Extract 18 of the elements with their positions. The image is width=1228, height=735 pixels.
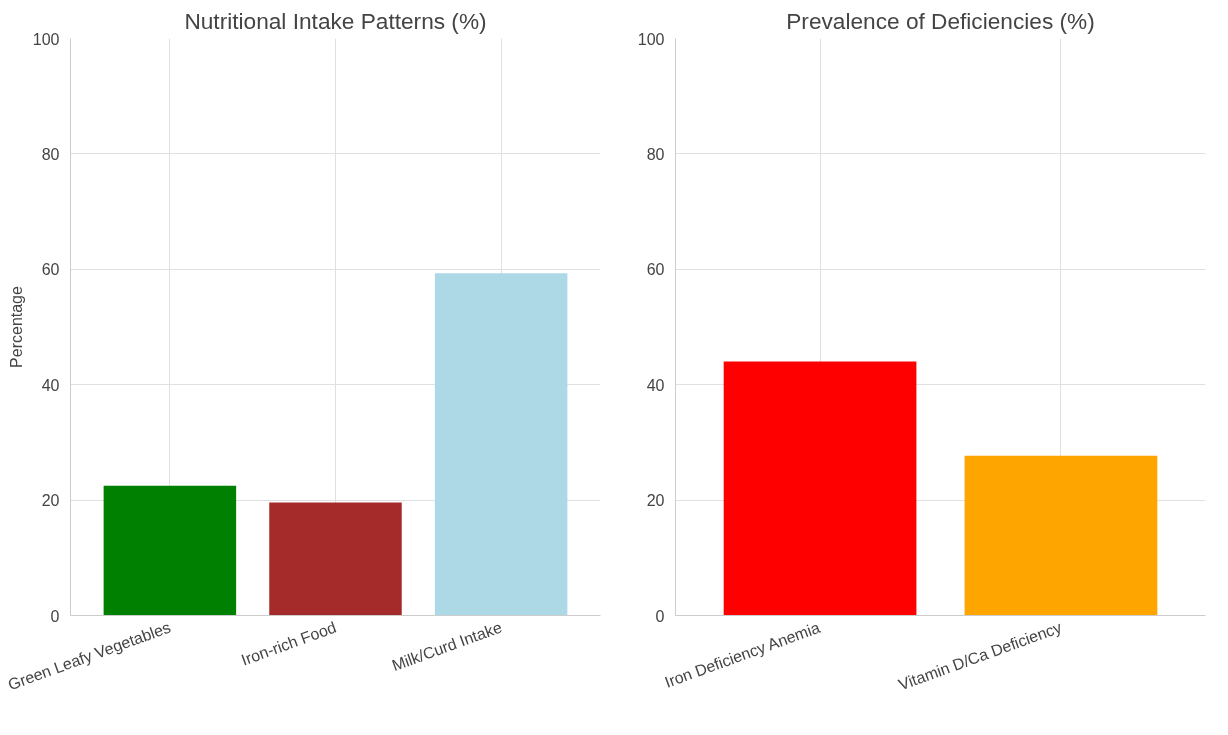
y-axis-title: Percentage bbox=[7, 285, 25, 368]
y-tick-label: 40 bbox=[646, 376, 665, 394]
y-tick-label: 60 bbox=[41, 261, 60, 279]
y-tick-label: 40 bbox=[41, 376, 60, 394]
y-tick-label: 80 bbox=[646, 145, 665, 163]
bar bbox=[269, 502, 402, 616]
y-tick-label: 20 bbox=[41, 492, 60, 510]
chart-title: Nutritional Intake Patterns (%) bbox=[184, 7, 487, 34]
y-tick-label: 60 bbox=[646, 261, 665, 279]
y-tick-label: 100 bbox=[32, 30, 60, 48]
y-tick-label: 100 bbox=[637, 30, 665, 48]
y-tick-label: 0 bbox=[50, 607, 60, 625]
y-tick-label: 20 bbox=[646, 492, 665, 510]
bar bbox=[434, 273, 568, 616]
y-tick-label: 80 bbox=[41, 145, 60, 163]
bar bbox=[103, 485, 237, 616]
y-tick-label: 0 bbox=[655, 607, 665, 625]
chart-title: Prevalence of Deficiencies (%) bbox=[786, 7, 1095, 34]
